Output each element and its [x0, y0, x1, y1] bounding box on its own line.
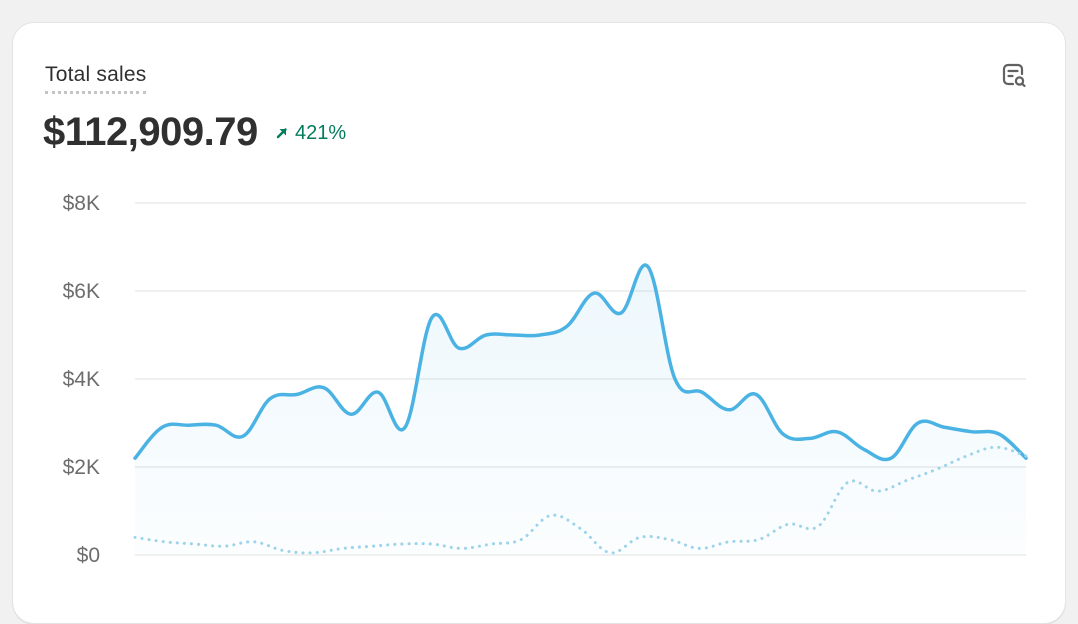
total-sales-value: $112,909.79: [43, 110, 258, 154]
chart-search-icon: [1002, 63, 1026, 88]
y-tick-label: $6K: [63, 280, 100, 303]
explore-chart-button[interactable]: [997, 59, 1031, 93]
trend-percent: 421%: [295, 122, 347, 144]
y-tick-label: $2K: [63, 456, 100, 479]
trend-badge: 421%: [275, 121, 346, 145]
metric-label[interactable]: Total sales: [45, 63, 147, 94]
sales-line-chart: $0 $2K $4K $6K $8K: [63, 192, 1028, 567]
primary-series-line[interactable]: [133, 263, 1028, 462]
comparison-series-line[interactable]: [133, 445, 1028, 555]
arrow-up-right-icon: [276, 128, 287, 139]
y-tick-label: $4K: [63, 368, 100, 391]
series-area: [135, 265, 1026, 555]
y-tick-label: $0: [77, 544, 100, 567]
y-tick-label: $8K: [63, 192, 100, 215]
